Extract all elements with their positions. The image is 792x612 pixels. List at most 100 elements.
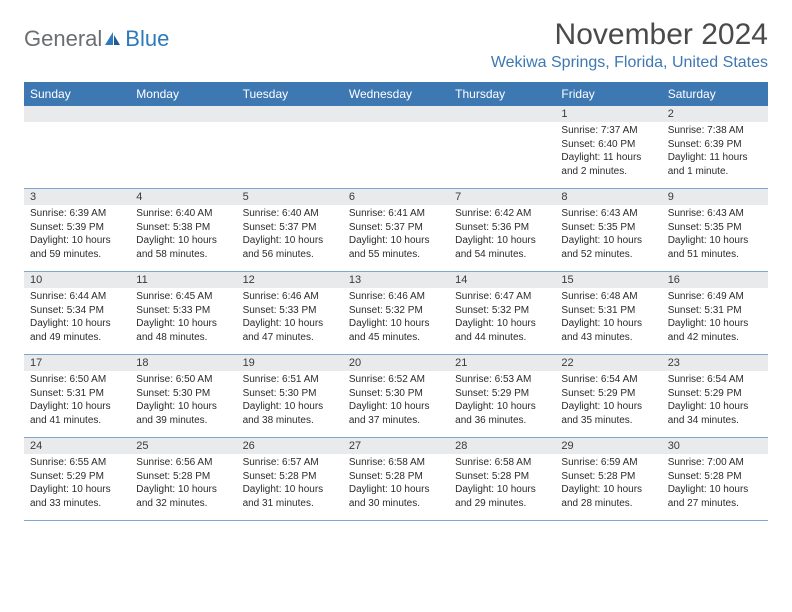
sunset-text: Sunset: 5:37 PM [349, 221, 443, 235]
sunrise-text: Sunrise: 6:44 AM [30, 290, 124, 304]
sunset-text: Sunset: 5:32 PM [349, 304, 443, 318]
daylight-text: Daylight: 10 hours and 58 minutes. [136, 234, 230, 261]
sunrise-text: Sunrise: 6:54 AM [561, 373, 655, 387]
title-block: November 2024 Wekiwa Springs, Florida, U… [491, 18, 768, 72]
day-number: 25 [130, 438, 236, 454]
logo: General Blue [24, 26, 169, 52]
sunset-text: Sunset: 5:29 PM [30, 470, 124, 484]
daylight-text: Daylight: 10 hours and 48 minutes. [136, 317, 230, 344]
week-row: 3456789Sunrise: 6:39 AMSunset: 5:39 PMDa… [24, 189, 768, 272]
week-row: 24252627282930Sunrise: 6:55 AMSunset: 5:… [24, 438, 768, 521]
sunrise-text: Sunrise: 6:55 AM [30, 456, 124, 470]
day-cell: Sunrise: 6:57 AMSunset: 5:28 PMDaylight:… [237, 454, 343, 520]
day-cell [343, 122, 449, 188]
day-number: 9 [662, 189, 768, 205]
day-cell: Sunrise: 6:58 AMSunset: 5:28 PMDaylight:… [343, 454, 449, 520]
sunset-text: Sunset: 5:28 PM [136, 470, 230, 484]
day-cell: Sunrise: 6:43 AMSunset: 5:35 PMDaylight:… [555, 205, 661, 271]
sunset-text: Sunset: 5:33 PM [243, 304, 337, 318]
day-number: 30 [662, 438, 768, 454]
sunset-text: Sunset: 6:40 PM [561, 138, 655, 152]
day-cell: Sunrise: 6:51 AMSunset: 5:30 PMDaylight:… [237, 371, 343, 437]
day-cell: Sunrise: 6:42 AMSunset: 5:36 PMDaylight:… [449, 205, 555, 271]
day-header-mon: Monday [130, 83, 236, 105]
sunrise-text: Sunrise: 6:59 AM [561, 456, 655, 470]
sunset-text: Sunset: 5:28 PM [668, 470, 762, 484]
logo-gray-text: General [24, 26, 102, 52]
daynum-row: 17181920212223 [24, 355, 768, 371]
week-row: 12Sunrise: 7:37 AMSunset: 6:40 PMDayligh… [24, 106, 768, 189]
sunset-text: Sunset: 5:37 PM [243, 221, 337, 235]
day-cell: Sunrise: 6:46 AMSunset: 5:32 PMDaylight:… [343, 288, 449, 354]
week-row: 10111213141516Sunrise: 6:44 AMSunset: 5:… [24, 272, 768, 355]
sunset-text: Sunset: 5:29 PM [668, 387, 762, 401]
day-number: 5 [237, 189, 343, 205]
day-cell: Sunrise: 7:38 AMSunset: 6:39 PMDaylight:… [662, 122, 768, 188]
daylight-text: Daylight: 10 hours and 43 minutes. [561, 317, 655, 344]
sunrise-text: Sunrise: 6:41 AM [349, 207, 443, 221]
day-number: 26 [237, 438, 343, 454]
day-cell: Sunrise: 7:00 AMSunset: 5:28 PMDaylight:… [662, 454, 768, 520]
day-number: 18 [130, 355, 236, 371]
daylight-text: Daylight: 10 hours and 52 minutes. [561, 234, 655, 261]
day-cell: Sunrise: 6:54 AMSunset: 5:29 PMDaylight:… [555, 371, 661, 437]
sunset-text: Sunset: 5:39 PM [30, 221, 124, 235]
day-cell: Sunrise: 6:43 AMSunset: 5:35 PMDaylight:… [662, 205, 768, 271]
sunrise-text: Sunrise: 6:56 AM [136, 456, 230, 470]
day-number [449, 106, 555, 122]
sunset-text: Sunset: 5:29 PM [561, 387, 655, 401]
day-number: 13 [343, 272, 449, 288]
day-number [237, 106, 343, 122]
sunset-text: Sunset: 5:38 PM [136, 221, 230, 235]
sunset-text: Sunset: 5:30 PM [243, 387, 337, 401]
day-headers-row: Sunday Monday Tuesday Wednesday Thursday… [24, 82, 768, 105]
day-number: 19 [237, 355, 343, 371]
daylight-text: Daylight: 10 hours and 55 minutes. [349, 234, 443, 261]
day-number: 23 [662, 355, 768, 371]
daylight-text: Daylight: 10 hours and 39 minutes. [136, 400, 230, 427]
sunset-text: Sunset: 5:30 PM [349, 387, 443, 401]
sunrise-text: Sunrise: 6:49 AM [668, 290, 762, 304]
sunrise-text: Sunrise: 6:47 AM [455, 290, 549, 304]
daylight-text: Daylight: 10 hours and 37 minutes. [349, 400, 443, 427]
sunset-text: Sunset: 5:31 PM [561, 304, 655, 318]
day-number: 27 [343, 438, 449, 454]
sunrise-text: Sunrise: 6:39 AM [30, 207, 124, 221]
day-header-wed: Wednesday [343, 83, 449, 105]
daylight-text: Daylight: 10 hours and 59 minutes. [30, 234, 124, 261]
sunset-text: Sunset: 5:35 PM [561, 221, 655, 235]
daylight-text: Daylight: 10 hours and 34 minutes. [668, 400, 762, 427]
day-number: 14 [449, 272, 555, 288]
sunset-text: Sunset: 5:33 PM [136, 304, 230, 318]
header: General Blue November 2024 Wekiwa Spring… [24, 18, 768, 72]
sunset-text: Sunset: 5:34 PM [30, 304, 124, 318]
daynum-row: 10111213141516 [24, 272, 768, 288]
daylight-text: Daylight: 10 hours and 27 minutes. [668, 483, 762, 510]
sunrise-text: Sunrise: 6:43 AM [668, 207, 762, 221]
sunrise-text: Sunrise: 7:00 AM [668, 456, 762, 470]
logo-blue-text: Blue [125, 26, 169, 52]
daylight-text: Daylight: 10 hours and 38 minutes. [243, 400, 337, 427]
daynum-row: 3456789 [24, 189, 768, 205]
sunrise-text: Sunrise: 6:58 AM [455, 456, 549, 470]
day-cell: Sunrise: 6:53 AMSunset: 5:29 PMDaylight:… [449, 371, 555, 437]
day-cell: Sunrise: 6:45 AMSunset: 5:33 PMDaylight:… [130, 288, 236, 354]
sunset-text: Sunset: 5:28 PM [561, 470, 655, 484]
daylight-text: Daylight: 10 hours and 45 minutes. [349, 317, 443, 344]
calendar-page: General Blue November 2024 Wekiwa Spring… [0, 0, 792, 533]
day-number: 29 [555, 438, 661, 454]
daylight-text: Daylight: 10 hours and 41 minutes. [30, 400, 124, 427]
day-cell: Sunrise: 6:56 AMSunset: 5:28 PMDaylight:… [130, 454, 236, 520]
day-number: 17 [24, 355, 130, 371]
sunset-text: Sunset: 5:30 PM [136, 387, 230, 401]
sunrise-text: Sunrise: 6:42 AM [455, 207, 549, 221]
week-row: 17181920212223Sunrise: 6:50 AMSunset: 5:… [24, 355, 768, 438]
sunrise-text: Sunrise: 6:46 AM [243, 290, 337, 304]
day-header-sat: Saturday [662, 83, 768, 105]
daynum-row: 24252627282930 [24, 438, 768, 454]
day-number: 3 [24, 189, 130, 205]
sunset-text: Sunset: 5:32 PM [455, 304, 549, 318]
daylight-text: Daylight: 10 hours and 28 minutes. [561, 483, 655, 510]
daylight-text: Daylight: 10 hours and 33 minutes. [30, 483, 124, 510]
month-title: November 2024 [491, 18, 768, 52]
